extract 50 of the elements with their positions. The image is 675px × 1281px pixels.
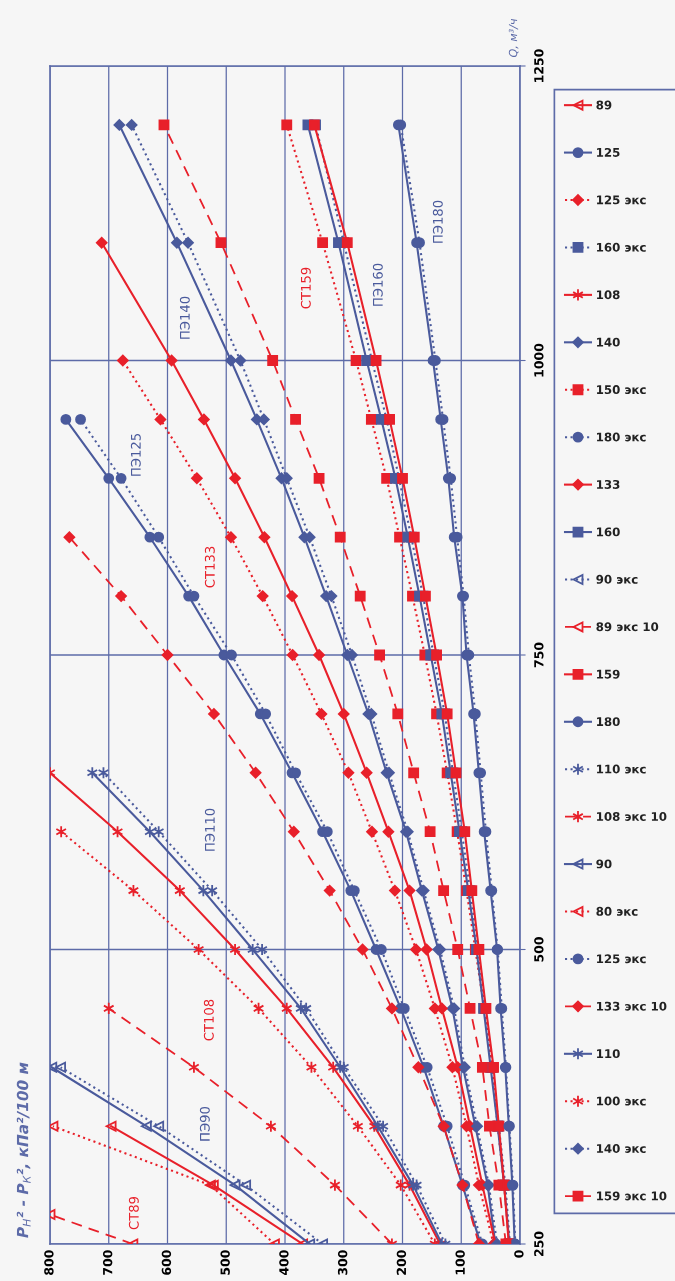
annotation: ПЭ110 xyxy=(204,808,215,851)
legend-label: 180 xyxy=(597,717,620,727)
annotation: ПЭ160 xyxy=(372,263,383,306)
x-tick-label: 700 xyxy=(102,1250,113,1275)
legend-label: 125 экс xyxy=(597,195,646,205)
annotation: СТ159 xyxy=(300,267,311,309)
legend-label: 89 xyxy=(596,100,612,110)
y-tick-label: 750 xyxy=(534,642,544,668)
annotation: СТ108 xyxy=(203,999,214,1041)
legend-label: 110 xyxy=(597,1049,620,1059)
legend-label: 90 xyxy=(596,859,612,869)
legend-label: 125 экс xyxy=(597,954,646,964)
annotation: СТ133 xyxy=(204,546,215,588)
legend-label: 140 экс xyxy=(597,1144,646,1153)
legend-label: 108 xyxy=(597,290,620,300)
legend-label: 108 экс 10 xyxy=(597,812,667,821)
legend-label: 110 экс xyxy=(597,764,646,774)
x-tick-label: 300 xyxy=(337,1250,348,1275)
legend-label: 159 xyxy=(597,669,620,679)
legend-label: 80 экс xyxy=(596,906,638,916)
annotation: ПЭ180 xyxy=(432,200,443,243)
y-tick-label: 1000 xyxy=(534,343,544,377)
legend-label: 160 экс xyxy=(597,242,646,252)
annotation: ПЭ140 xyxy=(179,296,190,339)
annotation: СТ89 xyxy=(128,1196,139,1230)
legend-label: 160 xyxy=(597,527,620,537)
y-tick-label: 500 xyxy=(534,937,544,962)
x-tick-label: 100 xyxy=(455,1250,465,1275)
legend-label: 140 xyxy=(597,337,620,347)
y-axis-title: Q, м³/ч xyxy=(508,18,519,58)
legend-label: 133 xyxy=(597,479,620,489)
legend-label: 89 экс 10 xyxy=(596,622,659,632)
legend-label: 133 экс 10 xyxy=(597,1001,667,1011)
x-tick-label: 400 xyxy=(279,1250,289,1276)
legend-label: 159 экс 10 xyxy=(597,1191,667,1201)
x-tick-label: 600 xyxy=(161,1250,172,1275)
legend-label: 100 экс xyxy=(597,1096,646,1106)
y-tick-label: 250 xyxy=(534,1231,544,1257)
legend-label: 90 экс xyxy=(596,574,638,584)
x-tick-label: 0 xyxy=(514,1250,524,1258)
annotation: ПЭ90 xyxy=(199,1106,210,1141)
legend-label: 150 экс xyxy=(597,385,646,395)
annotation: ПЭ125 xyxy=(130,433,141,476)
legend-label: 125 xyxy=(597,147,620,157)
x-tick-label: 500 xyxy=(220,1250,230,1275)
y-tick-label: 1250 xyxy=(534,49,544,82)
x-tick-label: 800 xyxy=(44,1250,54,1275)
legend-label: 180 экс xyxy=(597,432,646,442)
x-tick-label: 200 xyxy=(396,1250,407,1275)
text: P$_{Н}$² - P$_{К}$², кПа²/100 м xyxy=(16,1062,31,1238)
